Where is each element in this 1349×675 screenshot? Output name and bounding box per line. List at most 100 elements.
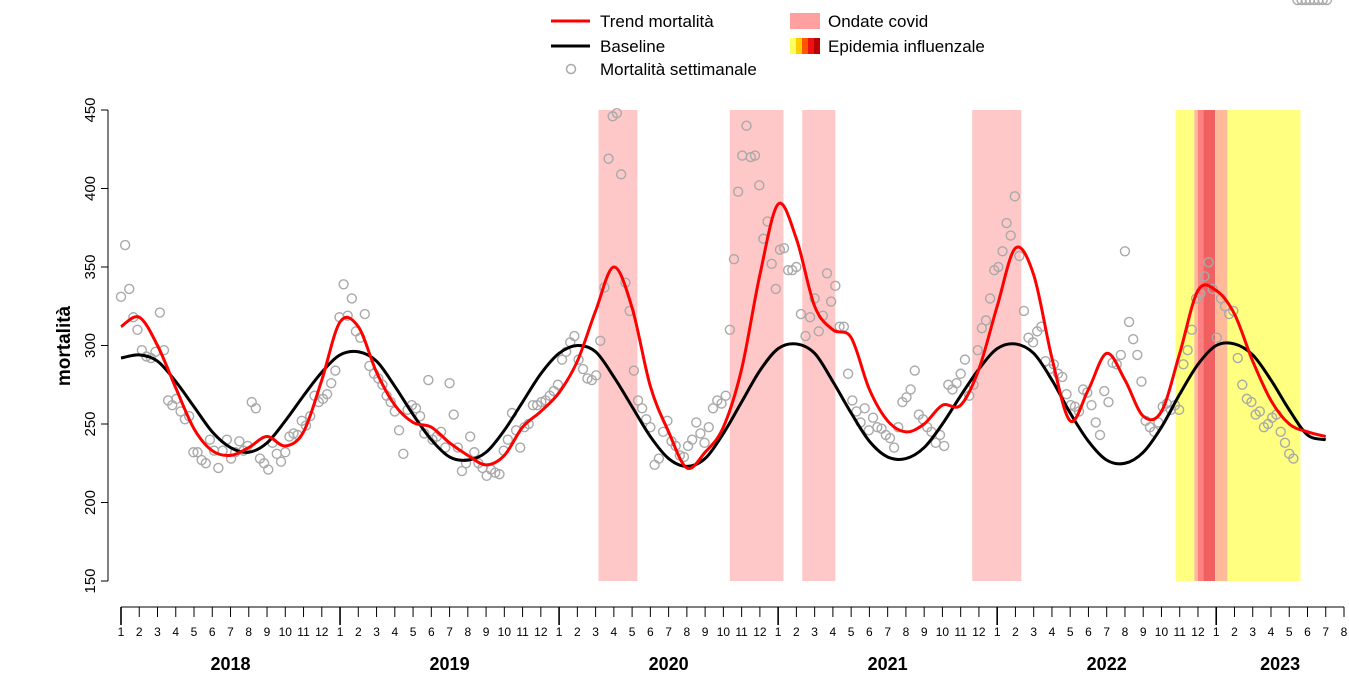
x-month-label-29: 6 (647, 625, 654, 639)
x-month-label-39: 4 (830, 625, 837, 639)
weekly-point (732, 186, 744, 197)
weekly-point (1288, 453, 1299, 464)
x-month-label-38: 3 (811, 625, 818, 639)
weekly-point (234, 436, 245, 447)
y-axis-label: mortalità (54, 305, 75, 386)
weekly-point (556, 354, 568, 365)
weekly-point (1099, 385, 1110, 397)
y-tick-label-450: 450 (82, 97, 99, 122)
weekly-point (330, 365, 341, 376)
weekly-point (204, 434, 216, 445)
weekly-point (469, 447, 480, 458)
x-month-label-63: 4 (1268, 625, 1275, 639)
x-month-label-2: 3 (154, 625, 161, 639)
x-month-label-6: 7 (227, 625, 234, 639)
weekly-point (997, 246, 1008, 257)
weekly-point (377, 379, 388, 390)
weekly-point (804, 312, 816, 323)
x-month-label-5: 6 (209, 625, 216, 639)
covid-wave-2 (729, 110, 784, 581)
weekly-point (847, 395, 858, 406)
weekly-point (1296, 0, 1307, 6)
x-month-label-22: 11 (516, 625, 529, 639)
weekly-point (410, 403, 422, 414)
x-year-label-2023: 2023 (1260, 654, 1300, 674)
covid-waves (598, 110, 1022, 581)
weekly-point (1111, 359, 1122, 370)
weekly-point (653, 453, 665, 464)
weekly-point (766, 258, 777, 270)
x-year-label-2022: 2022 (1087, 654, 1127, 674)
weekly-point (1086, 399, 1097, 411)
y-tick-label-300: 300 (82, 333, 99, 358)
x-month-label-4: 5 (191, 625, 198, 639)
weekly-point (1232, 352, 1243, 364)
x-month-label-64: 5 (1286, 625, 1293, 639)
weekly-point (393, 425, 405, 436)
weekly-point (359, 308, 371, 320)
weekly-point (569, 330, 580, 342)
weekly-point (859, 403, 870, 414)
weekly-point (280, 447, 291, 458)
x-month-label-9: 10 (279, 625, 293, 639)
x-month-label-43: 8 (903, 625, 910, 639)
flu-band-mid-5 (1215, 110, 1228, 581)
x-month-label-59: 12 (1191, 625, 1205, 639)
weekly-point (716, 398, 727, 409)
x-month-label-15: 4 (391, 625, 398, 639)
flu-band-low-1 (1175, 110, 1195, 581)
weekly-point (699, 437, 710, 449)
weekly-point (213, 462, 224, 474)
weekly-point (905, 384, 916, 395)
weekly-point (754, 180, 765, 191)
legend-trend-label: Trend mortalità (600, 12, 714, 31)
weekly-point (1115, 349, 1127, 361)
x-axis: 1 2 3 4 5 6 7 8 9 10 11 12 1 2 3 4 5 6 7 8 9 10 11 12 1 2 3 4 5 6 7 8 9 1… (118, 606, 1348, 674)
weekly-point (1308, 0, 1320, 6)
y-tick-label-350: 350 (82, 254, 99, 279)
x-month-label-42: 7 (884, 625, 891, 639)
weekly-point (481, 470, 492, 482)
weekly-point (1211, 332, 1223, 343)
weekly-point (1001, 217, 1012, 229)
weekly-point (1132, 349, 1143, 361)
weekly-point (821, 268, 833, 279)
x-month-label-16: 5 (410, 625, 417, 639)
legend-covid-label: Ondate covid (828, 12, 928, 31)
weekly-point (115, 291, 127, 303)
x-month-label-30: 7 (665, 625, 672, 639)
weekly-point (1061, 388, 1072, 400)
legend-weekly-swatch (565, 63, 577, 75)
x-month-label-35: 12 (753, 625, 767, 639)
weekly-point (1246, 396, 1257, 408)
x-month-label-57: 10 (1155, 625, 1169, 639)
weekly-point (628, 365, 640, 376)
x-month-label-67: 8 (1341, 625, 1348, 639)
legend-baseline-label: Baseline (600, 37, 665, 56)
weekly-point (863, 425, 875, 436)
legend-covid-swatch (790, 13, 820, 29)
weekly-point (119, 239, 131, 251)
weekly-point (770, 283, 781, 295)
x-month-label-46: 11 (954, 625, 967, 639)
weekly-point (959, 354, 971, 365)
x-month-label-32: 9 (702, 625, 709, 639)
weekly-point (1027, 337, 1039, 348)
weekly-point (724, 324, 736, 335)
weekly-point (154, 307, 166, 318)
x-month-label-0: 1 (118, 625, 125, 639)
x-month-label-50: 3 (1030, 625, 1037, 639)
x-month-label-55: 8 (1122, 625, 1129, 639)
weekly-point (342, 310, 353, 321)
weekly-point (321, 388, 333, 400)
y-tick-label-400: 400 (82, 176, 99, 201)
weekly-point (1009, 191, 1021, 202)
weekly-point (641, 414, 652, 425)
x-month-label-23: 12 (534, 625, 548, 639)
x-month-label-56: 9 (1140, 625, 1147, 639)
weekly-point (1317, 0, 1328, 6)
x-month-label-58: 11 (1173, 625, 1186, 639)
weekly-point (448, 409, 459, 420)
weekly-point (456, 465, 468, 477)
